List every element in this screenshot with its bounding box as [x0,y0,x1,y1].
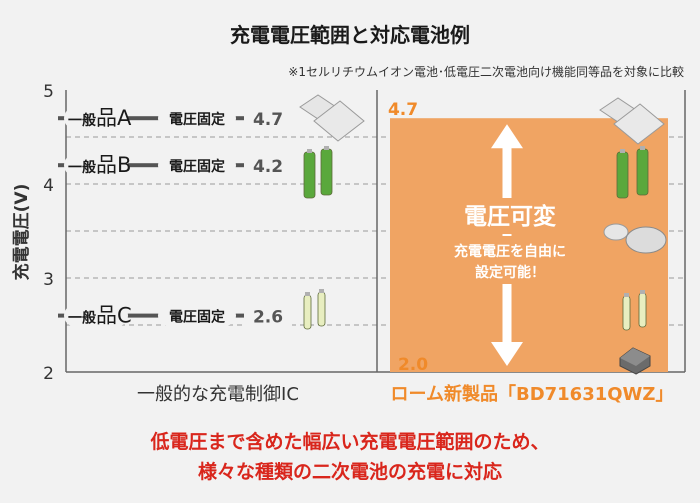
range-heading-bg [455,198,563,234]
voltage-value-label: 4.7 [253,110,283,130]
product-name-label: 一般品A [68,106,132,130]
cylinder-battery-icon [320,148,333,196]
product-name-letter: 品C [96,304,132,328]
cylinder-battery-icon-terminal [324,146,329,150]
cylinder-battery-small-icon-terminal [319,289,324,293]
cylinder-battery-small-icon [638,292,647,328]
cylinder-battery-small-icon-terminal [624,293,629,297]
coin-cell-icon [603,223,629,241]
product-name-prefix: 一般 [68,310,96,327]
product-name-letter: 品B [96,153,131,177]
footer-line-2: 様々な種類の二次電池の充電に対応 [198,460,502,483]
fixed-mode-label: 電圧固定 [169,309,225,326]
y-tick-label: 3 [43,270,54,290]
laminate-cell-icon [313,100,365,142]
cylinder-battery-small-icon [317,291,326,327]
cylinder-battery-icon [616,151,629,199]
chip-icon-top [620,348,650,366]
cylinder-battery-icon-terminal [307,149,312,153]
y-tick-label: 5 [43,82,54,102]
cylinder-battery-icon [303,151,316,199]
product-name-label: 一般品C [68,304,132,328]
coin-cell-icon [625,226,667,254]
footer-line-1: 低電圧まで含めた幅広い充電電圧範囲のため、 [149,430,549,453]
cylinder-battery-small-icon-terminal [305,292,310,296]
product-name-prefix: 一般 [68,159,96,176]
range-note-bg [440,236,580,284]
voltage-label-bg [244,304,292,327]
range-note-line-2: 設定可能！ [475,264,545,281]
product-label-bg [64,304,128,327]
cylinder-battery-icon [636,148,649,196]
product-label-bg [64,107,128,130]
fixed-mode-bg [158,305,236,326]
voltage-label-bg [244,154,292,177]
voltage-label-bg [244,107,292,130]
y-tick-label: 4 [43,176,54,196]
range-min-label: 2.0 [398,355,428,375]
voltage-value-label: 4.2 [253,157,283,177]
range-heading: 電圧可変 [464,203,556,230]
range-note-line-1: 充電電圧を自由に [454,243,566,260]
fixed-mode-label: 電圧固定 [169,111,225,128]
voltage-value-label: 2.6 [253,308,283,328]
laminate-cell-icon [613,103,665,145]
y-tick-label: 2 [43,364,54,384]
chart-subtitle: ※1セルリチウムイオン電池･低電圧二次電池向け機能同等品を対象に比較 [288,64,684,79]
category-label-rohm: ローム新製品「BD71631QWZ」 [391,383,674,405]
cylinder-battery-small-icon [303,294,312,330]
arrow-head-down [491,342,523,366]
fixed-mode-label: 電圧固定 [169,158,225,175]
cylinder-battery-small-icon [622,295,631,331]
y-axis-label: 充電電圧(V) [11,184,32,281]
chart-title: 充電電圧範囲と対応電池例 [230,23,470,47]
fixed-mode-bg [158,155,236,176]
cylinder-battery-small-icon-terminal [640,290,645,294]
cylinder-battery-icon-terminal [640,146,645,150]
product-label-bg [64,154,128,177]
product-name-letter: 品A [96,106,132,130]
range-max-label: 4.7 [388,100,418,120]
product-name-label: 一般品B [68,153,131,177]
product-name-prefix: 一般 [68,112,96,129]
fixed-mode-bg [158,108,236,129]
arrow-head-up [491,124,523,149]
category-label-general: 一般的な充電制御IC [137,384,299,405]
cylinder-battery-icon-terminal [620,149,625,153]
